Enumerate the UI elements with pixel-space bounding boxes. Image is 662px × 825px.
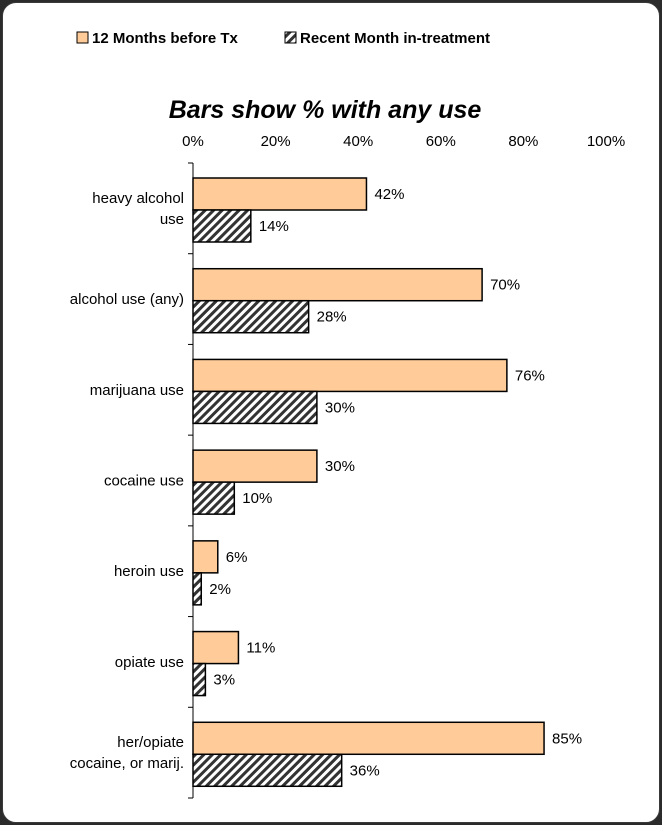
x-tick-label: 0% xyxy=(182,133,204,150)
bar-12-months-before-tx xyxy=(192,358,508,393)
legend: 12 Months before Tx Recent Month in-treat… xyxy=(76,30,490,47)
category-label: cocaine, or marij. xyxy=(70,755,184,772)
chart-title: Bars show % with any use xyxy=(169,96,482,124)
bar-recent-month-in-treatment xyxy=(192,481,236,515)
bars: 42% 14% 70% 28% 76% 30% 30% 10% 6% 2% 11% 3% 85% 36% xyxy=(192,177,582,788)
bar-12-months-before-tx xyxy=(192,177,368,211)
bar-12-months-before-tx xyxy=(192,540,219,574)
data-label: 42% xyxy=(374,186,404,203)
category-label: her/opiate xyxy=(117,734,184,751)
category-label: use xyxy=(160,211,184,228)
bar-recent-month-in-treatment xyxy=(192,662,207,697)
data-label: 36% xyxy=(350,762,380,779)
bar-12-months-before-tx xyxy=(192,267,483,302)
bar-12-months-before-tx xyxy=(192,721,545,756)
data-label: 70% xyxy=(490,277,520,294)
category-label: alcohol use (any) xyxy=(70,291,184,308)
x-tick-label: 40% xyxy=(343,133,373,150)
data-label: 30% xyxy=(325,458,355,475)
data-label: 6% xyxy=(226,549,248,566)
bar-recent-month-in-treatment xyxy=(192,209,252,243)
category-label: heavy alcohol xyxy=(92,190,184,207)
data-label: 3% xyxy=(213,672,235,689)
x-tick-label: 100% xyxy=(587,133,625,150)
data-label: 2% xyxy=(209,581,231,598)
category-label: heroin use xyxy=(114,563,184,580)
data-label: 10% xyxy=(242,490,272,507)
bar-12-months-before-tx xyxy=(192,630,240,665)
legend-item-12-months-before-tx-swatch xyxy=(76,31,89,44)
x-tick-label: 20% xyxy=(261,133,291,150)
data-label: 28% xyxy=(317,309,347,326)
category-label: cocaine use xyxy=(104,473,184,490)
bar-recent-month-in-treatment xyxy=(192,753,343,788)
category-labels: heavy alcohol use alcohol use (any) marijua… xyxy=(70,190,184,772)
legend-item-recent-month-in-treatment-swatch xyxy=(284,31,297,44)
data-label: 76% xyxy=(515,367,545,384)
bar-recent-month-in-treatment xyxy=(192,390,318,425)
bar-chart: 12 Months before Tx Recent Month in-treat… xyxy=(70,30,625,799)
legend-item-recent-month-in-treatment-label: Recent Month in-treatment xyxy=(300,30,490,47)
bar-12-months-before-tx xyxy=(192,449,318,483)
x-tick-label: 80% xyxy=(508,133,538,150)
data-label: 14% xyxy=(259,218,289,235)
x-tick-label: 60% xyxy=(426,133,456,150)
data-label: 85% xyxy=(552,730,582,747)
data-label: 11% xyxy=(246,640,275,657)
bar-recent-month-in-treatment xyxy=(192,299,310,334)
legend-item-12-months-before-tx-label: 12 Months before Tx xyxy=(92,30,239,47)
category-label: opiate use xyxy=(115,654,184,671)
bar-recent-month-in-treatment xyxy=(192,572,203,606)
data-label: 30% xyxy=(325,399,355,416)
category-label: marijuana use xyxy=(90,382,184,399)
